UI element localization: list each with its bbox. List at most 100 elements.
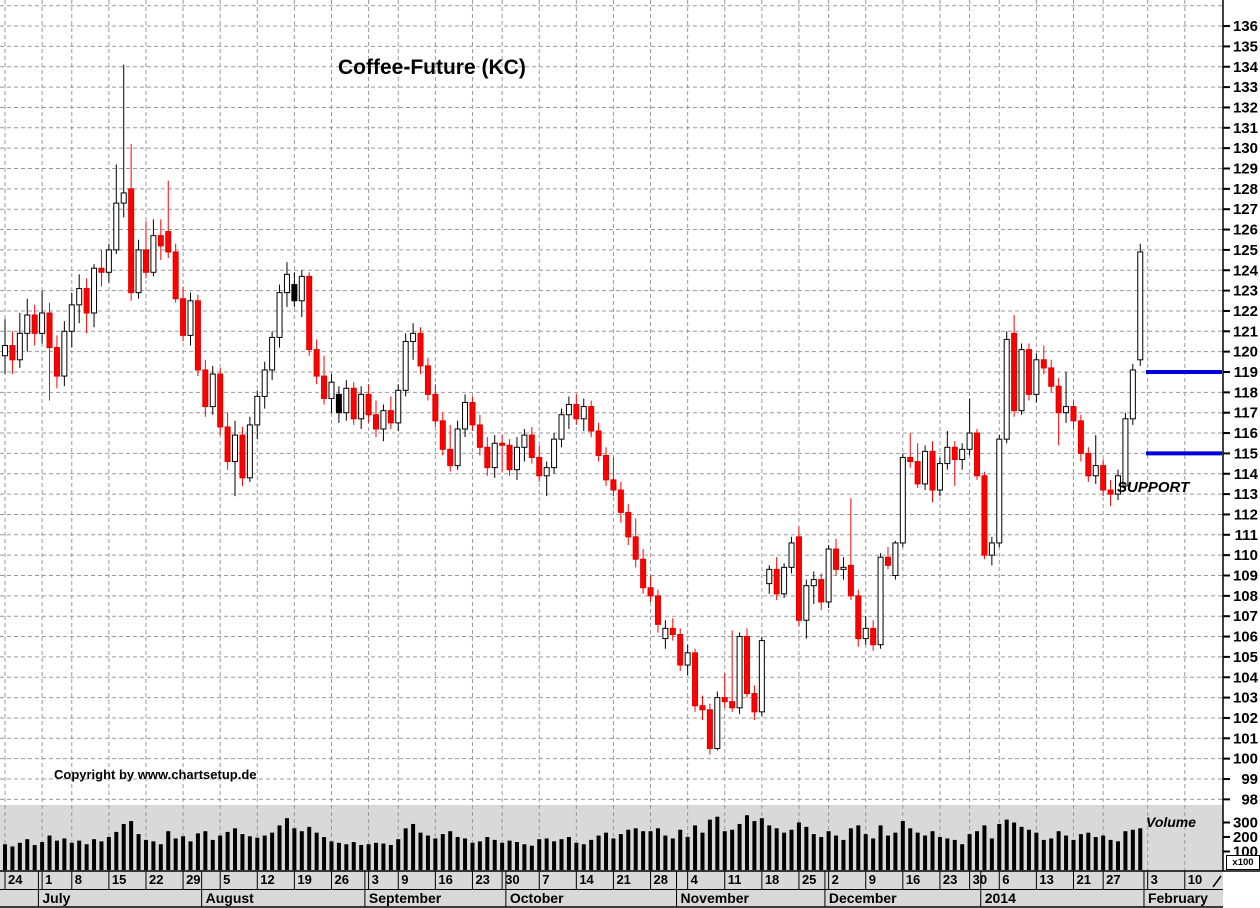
volume-bar — [900, 821, 905, 870]
price-tick-label: 130 — [1233, 140, 1258, 157]
month-label: February — [1148, 890, 1208, 906]
candle-body — [135, 249, 142, 294]
candle-body — [974, 432, 981, 477]
volume-bar — [722, 831, 727, 870]
volume-bar — [982, 825, 987, 870]
price-tick-label: 103 — [1233, 690, 1258, 707]
candle-body — [736, 636, 743, 709]
candle-body — [699, 705, 706, 711]
candle-body — [825, 548, 832, 603]
candle-body — [951, 446, 958, 461]
volume-bar — [796, 822, 801, 870]
candle-body — [105, 249, 112, 273]
candle-body — [350, 387, 357, 420]
candle-body — [721, 697, 728, 703]
candle-body — [558, 414, 565, 440]
volume-bar — [114, 831, 119, 870]
volume-bar — [507, 840, 512, 870]
price-tick-label: 102 — [1233, 710, 1258, 727]
volume-bar — [611, 838, 616, 870]
volume-bar — [62, 838, 67, 870]
candle-body — [276, 292, 283, 338]
candle-body — [1003, 338, 1010, 440]
candle-body — [76, 288, 83, 306]
volume-bar — [307, 826, 312, 870]
candle-body — [751, 693, 758, 713]
volume-bar — [960, 844, 965, 870]
volume-bar — [396, 839, 401, 870]
price-tick-label: 115 — [1234, 445, 1258, 462]
volume-bar — [188, 841, 193, 870]
candle-body — [766, 568, 773, 585]
week-tick-label: 12 — [260, 872, 274, 887]
candle-body — [491, 442, 498, 469]
candle-body — [120, 192, 127, 204]
volume-pane-label: Volume — [1146, 814, 1197, 830]
candle-body — [617, 489, 624, 513]
candle-body — [46, 312, 53, 349]
week-tick-label: 21 — [1076, 872, 1090, 887]
volume-bar — [158, 844, 163, 870]
volume-bar — [218, 835, 223, 870]
price-tick-label: 99 — [1241, 771, 1258, 788]
candle-body — [387, 410, 394, 424]
volume-bar — [618, 834, 623, 870]
price-tick-label: 100 — [1233, 751, 1258, 768]
volume-bar — [1071, 839, 1076, 870]
volume-bar — [678, 829, 683, 870]
candle-body — [417, 332, 424, 367]
price-tick-label: 101 — [1233, 730, 1258, 747]
price-tick-label: 109 — [1233, 568, 1258, 585]
volume-bar — [262, 835, 267, 870]
candle-body — [172, 251, 179, 300]
candle-body — [610, 479, 617, 491]
volume-bar — [195, 833, 200, 870]
volume-bar — [1078, 834, 1083, 870]
volume-bar — [848, 828, 853, 870]
candle-body — [543, 467, 550, 477]
candle-body — [1040, 359, 1047, 369]
volume-bar — [1064, 835, 1069, 870]
candle-body — [83, 288, 90, 314]
volume-bar — [1123, 831, 1128, 870]
candle-body — [246, 424, 253, 479]
volume-bar — [589, 839, 594, 870]
volume-bar — [500, 842, 505, 870]
price-tick-label: 112 — [1234, 506, 1258, 523]
price-tick-label: 117 — [1234, 405, 1258, 422]
month-label: August — [206, 890, 255, 906]
candle-body — [31, 314, 38, 334]
candle-body — [209, 373, 216, 408]
volume-bar — [366, 844, 371, 870]
volume-bar — [1138, 828, 1143, 870]
volume-bar — [885, 835, 890, 870]
candle-body — [929, 450, 936, 491]
volume-bar — [997, 823, 1002, 870]
volume-bar — [3, 844, 7, 870]
volume-bar — [893, 832, 898, 870]
candle-body — [870, 627, 877, 646]
volume-bar — [633, 828, 638, 870]
candle-body — [335, 393, 342, 414]
candle-body — [1063, 406, 1070, 414]
volume-bar — [641, 831, 646, 870]
week-tick-label: 14 — [579, 872, 594, 887]
volume-bar — [477, 841, 482, 870]
volume-bar — [655, 828, 660, 870]
candle-body — [625, 511, 632, 538]
price-tick-label: 107 — [1233, 608, 1258, 625]
week-tick-label: 13 — [1039, 872, 1053, 887]
volume-bar — [863, 834, 868, 870]
candle-body — [855, 595, 862, 640]
candle-body — [380, 410, 387, 430]
volume-bar — [129, 821, 134, 870]
volume-bar — [10, 846, 15, 870]
candle-body — [306, 275, 313, 351]
week-tick-label: 28 — [654, 872, 668, 887]
corner-resize-tick — [1212, 875, 1222, 888]
volume-bar — [529, 845, 534, 870]
volume-bar — [1049, 838, 1054, 870]
candle-body — [142, 249, 149, 273]
volume-bar — [314, 832, 319, 870]
price-tick-label: 119 — [1234, 364, 1258, 381]
